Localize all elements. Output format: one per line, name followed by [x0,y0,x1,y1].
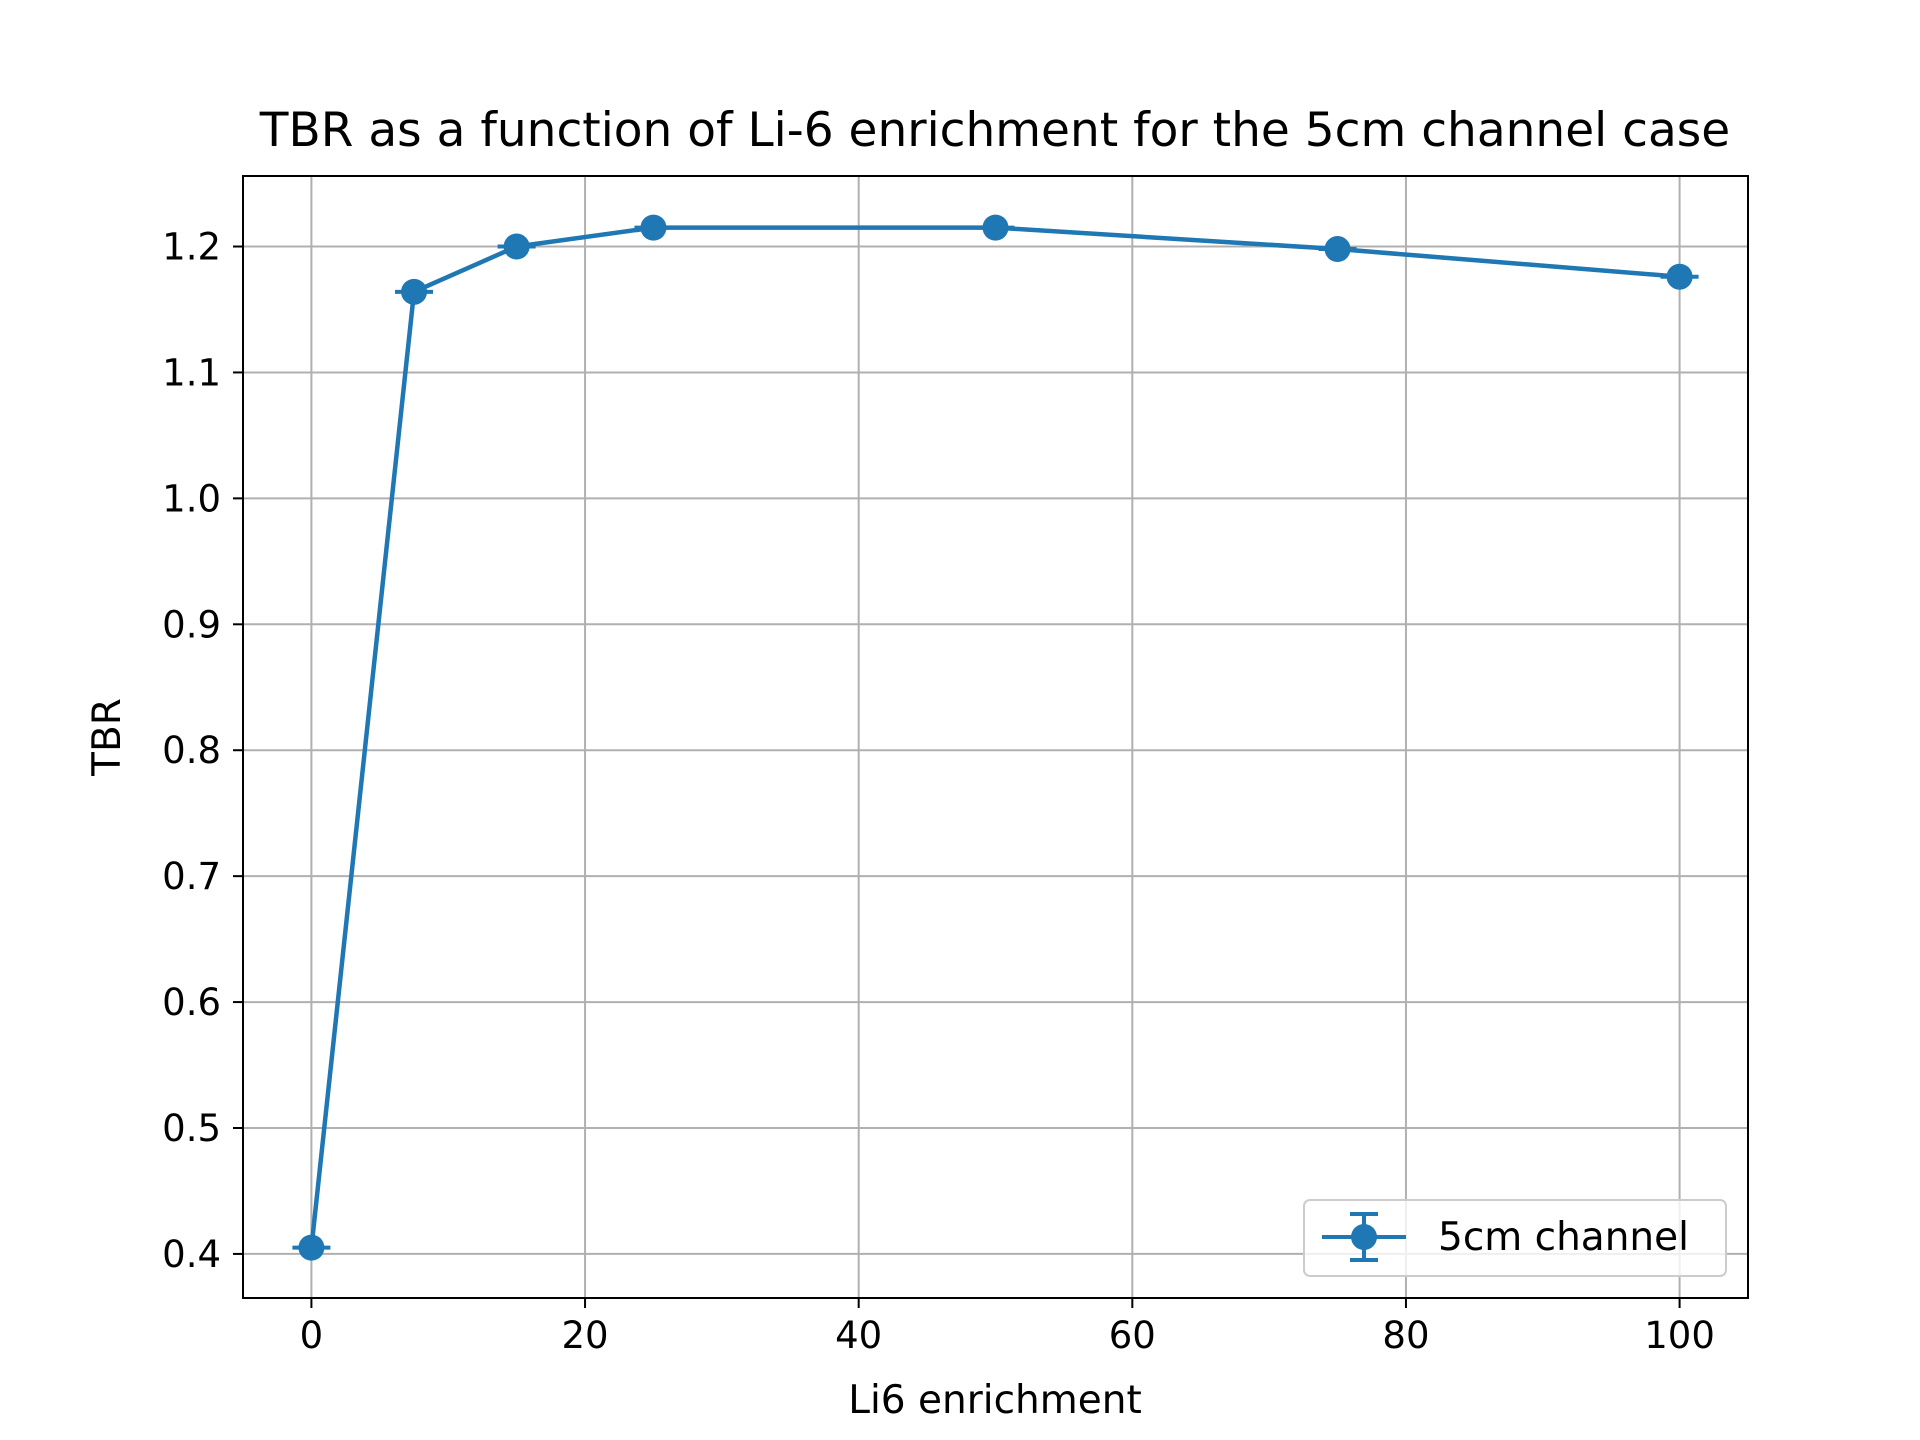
legend-marker-swatch [1351,1224,1377,1250]
series [292,214,1699,1261]
data-point [982,214,1009,241]
x-tick-label: 0 [300,1314,324,1357]
y-tick-label: 0.6 [162,981,221,1024]
axis-ticks: 0 20 40 60 80 100 0.4 0.5 0.6 0.7 0.8 0.9 1.0 1.1 1.2 [162,226,1715,1357]
legend-box [1303,1199,1727,1277]
y-tick-label: 0.7 [162,855,221,898]
y-tick-label: 1.1 [162,351,221,394]
chart-title: TBR as a function of Li-6 enrichment for… [259,103,1730,158]
y-axis-label: TBR [85,698,130,777]
data-point [503,233,530,260]
y-tick-label: 1.2 [162,226,221,269]
x-tick-label: 20 [561,1314,608,1357]
data-point [1324,236,1351,263]
x-tick-label: 80 [1382,1314,1429,1357]
plot-frame [242,175,1749,1299]
x-tick-label: 60 [1109,1314,1156,1357]
y-tick-label: 0.5 [162,1107,221,1150]
data-point [401,278,428,305]
y-tick-label: 0.9 [162,603,221,646]
y-tick-label: 0.8 [162,729,221,772]
y-tick-label: 0.4 [162,1233,221,1276]
grid [243,176,1748,1298]
data-point [1666,263,1693,290]
data-point [298,1234,325,1261]
x-tick-label: 100 [1644,1314,1715,1357]
y-tick-label: 1.0 [162,477,221,520]
data-point [640,214,667,241]
x-tick-label: 40 [835,1314,882,1357]
legend-label: 5cm channel [1438,1215,1689,1260]
x-axis-label: Li6 enrichment [848,1378,1142,1423]
legend: 5cm channel [1303,1199,1727,1277]
